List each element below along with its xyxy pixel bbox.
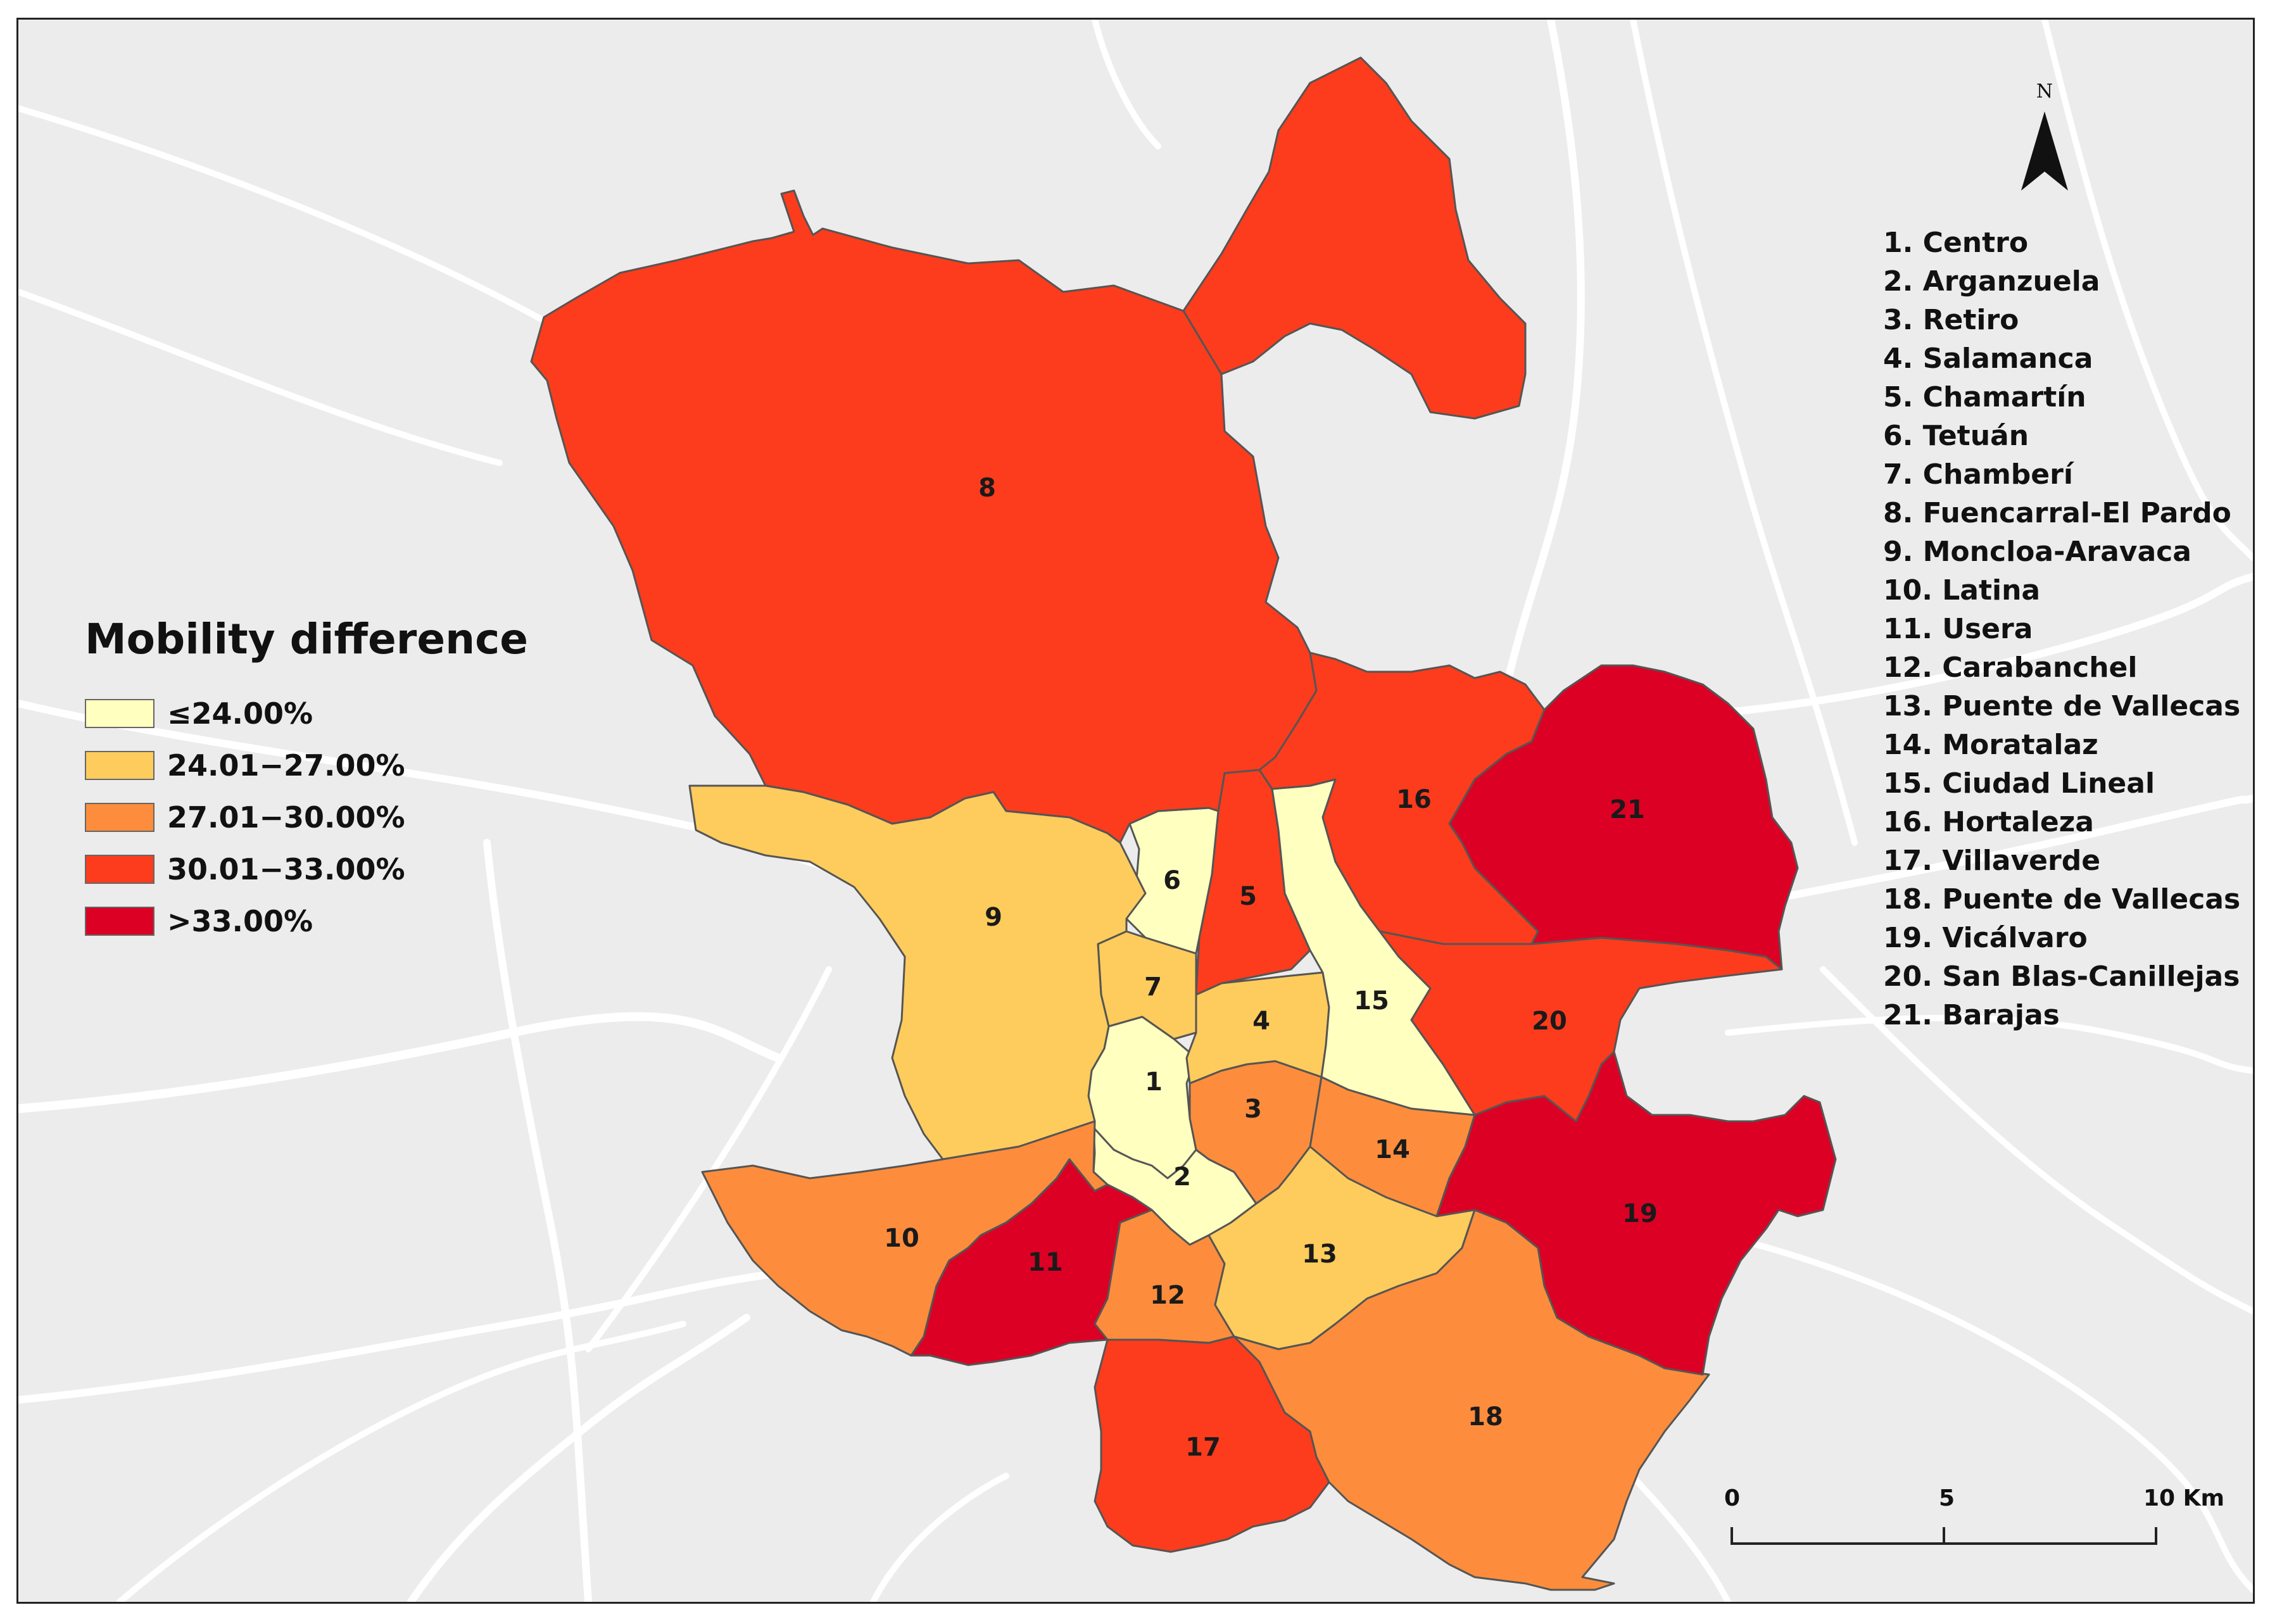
district-number-label: 12 bbox=[1150, 1281, 1185, 1310]
district-number-label: 20 bbox=[1532, 1007, 1567, 1036]
district-number-label: 16 bbox=[1396, 785, 1432, 814]
road bbox=[18, 289, 503, 466]
map-frame: 1 2 3 4 5 6 7 8 9 10 11 12 13 14 15 16 17 18 19 20 21 Mobili… bbox=[16, 18, 2255, 1604]
district-list-item: 12. Carabanchel bbox=[1883, 651, 2138, 684]
road bbox=[870, 1473, 1009, 1602]
map-legend: Mobility difference ≤24.00% 24.01−27.00%… bbox=[85, 615, 528, 947]
district-list-item: 8. Fuencarral-El Pardo bbox=[1883, 497, 2231, 529]
district-number-label: 7 bbox=[1144, 973, 1162, 1002]
legend-swatch bbox=[85, 855, 154, 884]
road bbox=[1662, 1219, 2253, 1593]
road bbox=[1820, 966, 2253, 1314]
district-19 bbox=[1435, 1050, 1837, 1376]
district-number-label: 19 bbox=[1622, 1199, 1658, 1228]
north-arrow-icon: N bbox=[2021, 80, 2068, 191]
district-number-label: 2 bbox=[1173, 1162, 1191, 1192]
legend-item-1: ≤24.00% bbox=[85, 688, 528, 740]
district-list-item: 17. Villaverde bbox=[1883, 845, 2101, 877]
legend-label: >33.00% bbox=[167, 904, 313, 938]
district-list-item: 15. Ciudad Lineal bbox=[1883, 767, 2155, 800]
district-number-label: 15 bbox=[1354, 986, 1389, 1016]
district-number-label: 3 bbox=[1244, 1095, 1262, 1124]
district-list-item: 16. Hortaleza bbox=[1883, 806, 2094, 838]
north-label: N bbox=[2036, 80, 2053, 103]
district-list-item: 7. Chamberí bbox=[1883, 458, 2073, 491]
district-4 bbox=[1185, 971, 1330, 1085]
scale-bar: 0 5 10 Km bbox=[1724, 1485, 2224, 1561]
legend-item-5: >33.00% bbox=[85, 895, 528, 947]
legend-label: 24.01−27.00% bbox=[167, 748, 405, 783]
scale-bar-line bbox=[1731, 1527, 2157, 1545]
scale-label-10: 10 Km bbox=[2143, 1485, 2225, 1511]
district-number-label: 1 bbox=[1145, 1067, 1163, 1097]
district-list-item: 6. Tetuán bbox=[1883, 420, 2029, 452]
legend-swatch bbox=[85, 699, 154, 728]
road bbox=[18, 1012, 783, 1113]
district-list-item: 11. Usera bbox=[1883, 613, 2033, 645]
legend-item-3: 27.01−30.00% bbox=[85, 791, 528, 843]
district-name-list: 1. Centro 2. Arganzuela 3. Retiro 4. Salama… bbox=[1883, 223, 2240, 1035]
district-number-label: 10 bbox=[884, 1224, 919, 1253]
district-list-item: 1. Centro bbox=[1883, 227, 2029, 259]
north-arrow-shape bbox=[2021, 111, 2068, 191]
district-list-item: 13. Puente de Vallecas bbox=[1883, 690, 2241, 722]
legend-title: Mobility difference bbox=[85, 615, 528, 664]
district-number-label: 4 bbox=[1252, 1007, 1270, 1036]
district-list-item: 4. Salamanca bbox=[1883, 343, 2093, 375]
district-21 bbox=[1448, 664, 1799, 971]
district-18 bbox=[1233, 1209, 1710, 1591]
road bbox=[1725, 1014, 2253, 1074]
road bbox=[1092, 20, 1161, 149]
district-list-item: 20. San Blas-Canillejas bbox=[1883, 960, 2240, 993]
district-list-item: 2. Arganzuela bbox=[1883, 265, 2100, 298]
district-8-north-lobe bbox=[1182, 56, 1527, 420]
district-number-label: 11 bbox=[1028, 1248, 1063, 1277]
district-list-item: 18. Puente de Vallecas bbox=[1883, 883, 2241, 916]
road bbox=[117, 1321, 686, 1602]
district-list-item: 3. Retiro bbox=[1883, 304, 2019, 336]
district-list-item: 9. Moncloa-Aravaca bbox=[1883, 536, 2191, 568]
scale-label-5: 5 bbox=[1939, 1485, 1955, 1511]
district-number-label: 17 bbox=[1185, 1433, 1221, 1462]
legend-label: ≤24.00% bbox=[167, 696, 313, 731]
legend-swatch bbox=[85, 803, 154, 832]
district-number-label: 9 bbox=[985, 903, 1002, 932]
district-9 bbox=[688, 784, 1147, 1161]
road bbox=[483, 839, 592, 1602]
district-number-label: 5 bbox=[1239, 882, 1257, 911]
legend-item-2: 24.01−27.00% bbox=[85, 740, 528, 791]
district-number-label: 6 bbox=[1163, 866, 1181, 895]
road bbox=[2041, 20, 2253, 561]
road bbox=[585, 966, 832, 1352]
district-number-label: 21 bbox=[1610, 795, 1645, 824]
legend-swatch bbox=[85, 907, 154, 936]
district-polygons bbox=[530, 56, 1837, 1591]
legend-label: 30.01−33.00% bbox=[167, 852, 405, 886]
district-number-label: 8 bbox=[978, 474, 996, 503]
legend-swatch bbox=[85, 751, 154, 780]
road bbox=[1630, 20, 1858, 846]
district-list-item: 19. Vicálvaro bbox=[1883, 922, 2088, 954]
scale-label-0: 0 bbox=[1724, 1485, 1741, 1511]
legend-item-4: 30.01−33.00% bbox=[85, 843, 528, 895]
road bbox=[1496, 20, 1585, 720]
district-list-item: 10. Latina bbox=[1883, 574, 2041, 607]
district-list-item: 14. Moratalaz bbox=[1883, 729, 2098, 761]
district-number-label: 18 bbox=[1468, 1402, 1503, 1432]
district-list-item: 5. Chamartín bbox=[1883, 381, 2086, 413]
district-number-label: 14 bbox=[1375, 1135, 1410, 1164]
legend-label: 27.01−30.00% bbox=[167, 800, 405, 834]
district-list-item: 21. Barajas bbox=[1883, 999, 2060, 1031]
road bbox=[407, 1314, 750, 1602]
district-number-label: 13 bbox=[1302, 1240, 1337, 1269]
road bbox=[18, 1269, 782, 1404]
road-network bbox=[18, 20, 2253, 1602]
